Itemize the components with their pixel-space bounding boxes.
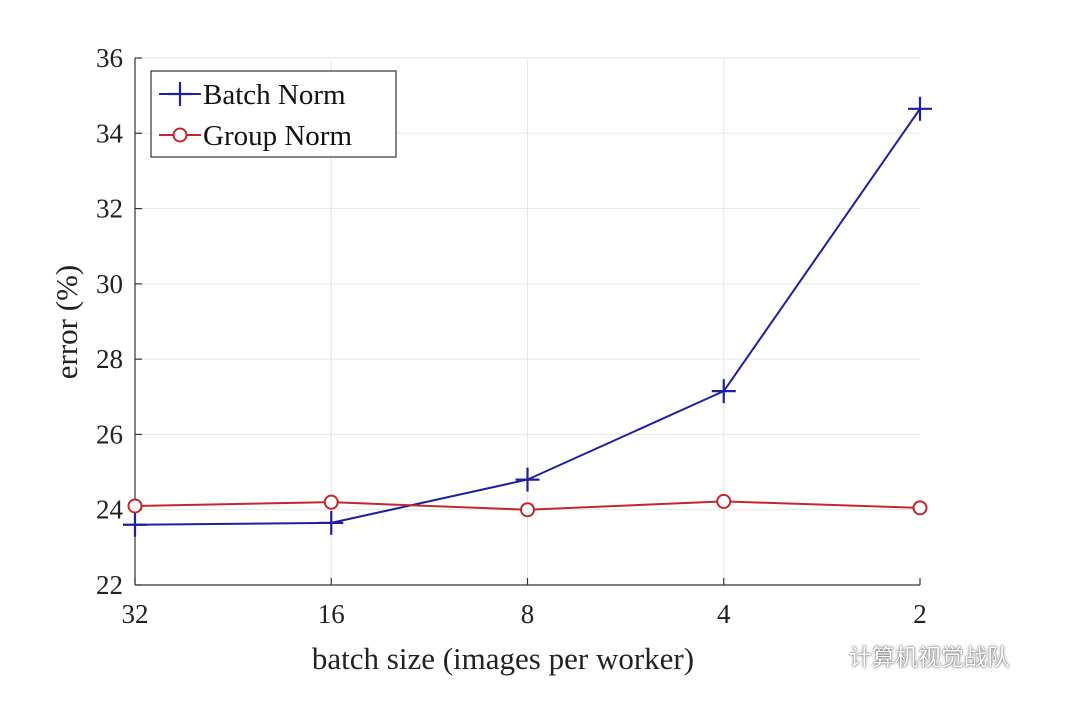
- data-point-circle: [323, 494, 339, 510]
- data-point-circle: [912, 500, 928, 516]
- data-point-plus: [711, 379, 736, 404]
- legend: Batch Norm Group Norm: [150, 70, 397, 158]
- series-group: [123, 96, 932, 537]
- wechat-icon: [806, 640, 840, 669]
- data-point-plus: [168, 82, 192, 106]
- legend-entry: Group Norm: [159, 120, 352, 152]
- y-tick-label: 26: [96, 419, 123, 449]
- data-point-plus: [123, 512, 147, 537]
- y-tick-label: 28: [96, 344, 123, 374]
- x-tick-label: 8: [521, 599, 535, 629]
- data-point-plus: [908, 96, 932, 121]
- data-point-circle: [520, 502, 535, 518]
- x-axis-label: batch size (images per worker): [312, 641, 694, 676]
- x-tick-label: 4: [717, 599, 731, 629]
- data-point-circle: [127, 498, 143, 514]
- x-tick-label: 2: [913, 599, 927, 629]
- legend-label: Batch Norm: [203, 79, 346, 111]
- x-tick-label: 32: [122, 599, 149, 629]
- y-tick-label: 32: [96, 194, 123, 224]
- watermark-text: 计算机视觉战队: [849, 645, 1010, 671]
- y-tick-label: 24: [96, 495, 124, 525]
- data-point-plus: [515, 467, 540, 492]
- y-tick-label: 30: [96, 269, 123, 299]
- y-tick-label: 36: [96, 43, 123, 73]
- y-axis-label: error (%): [49, 265, 84, 379]
- y-axis-ticks: 22 24 26 28 30 32 34 36: [96, 43, 142, 600]
- x-tick-label: 16: [318, 599, 345, 629]
- y-tick-label: 22: [96, 570, 123, 600]
- legend-box: [150, 70, 397, 158]
- data-point-plus: [319, 510, 344, 535]
- data-point-circle: [172, 127, 188, 143]
- legend-label: Group Norm: [203, 120, 352, 152]
- y-tick-label: 34: [96, 118, 124, 148]
- legend-entry: Batch Norm: [159, 79, 346, 111]
- data-point-circle: [716, 493, 732, 509]
- x-axis-ticks: 32 16 8 4 2: [122, 578, 927, 629]
- watermark: 计算机视觉战队: [805, 637, 1010, 673]
